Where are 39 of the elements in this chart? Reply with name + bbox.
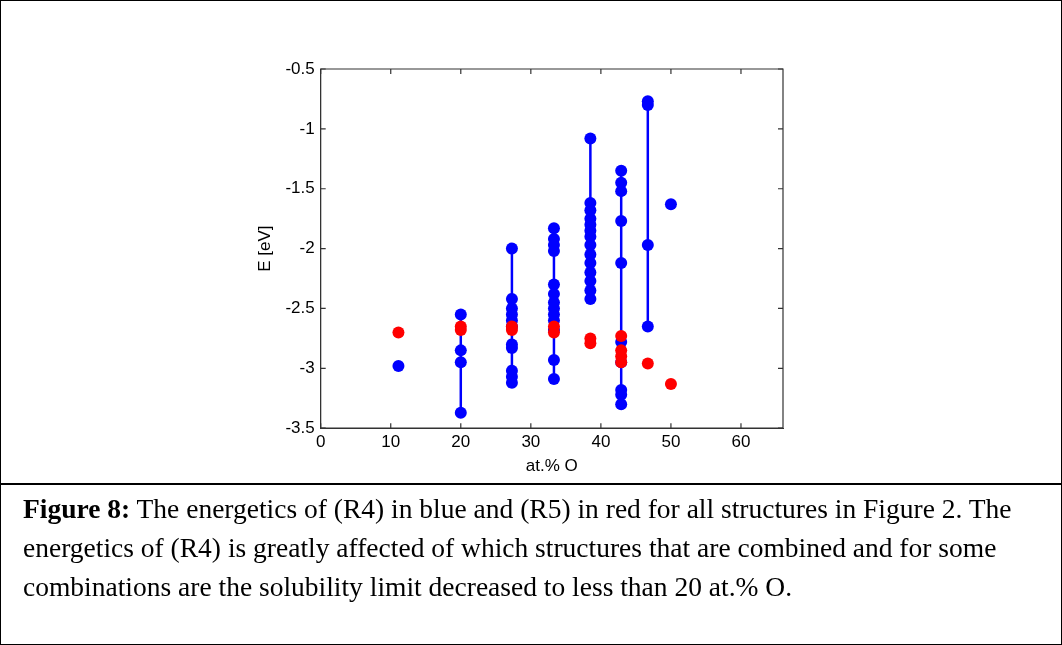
y-axis-title: E [eV] [254,225,274,272]
point [584,132,597,145]
point [392,359,405,372]
x-tick-label: 60 [731,432,751,452]
point [454,406,467,419]
x-tick-label: 20 [451,432,471,452]
point [641,320,654,333]
y-tick-label: -2.5 [285,298,315,318]
point [615,256,628,269]
point [615,330,628,343]
caption: Figure 8: The energetics of (R4) in blue and (R5) in red for all structures in Figure 2. The energetics of (R4) is greatly affected of which structures that are combined and for some combinations are the solubility limit decreased to less than 20 at.% O. [23,492,1013,604]
x-tick-label: 0 [315,432,326,452]
x-tick-label: 50 [661,432,681,452]
point [664,377,677,390]
point [615,398,628,411]
y-tick-label: -0.5 [285,58,315,78]
x-tick-label: 10 [381,432,401,452]
point [615,164,628,177]
x-tick-label: 30 [521,432,541,452]
y-tick-label: -3 [299,358,315,378]
point [615,215,628,228]
point [454,344,467,357]
point [454,356,467,369]
point [547,353,560,366]
x-tick-label: 40 [591,432,611,452]
y-tick-label: -1 [299,118,315,138]
y-tick-label: -3.5 [285,417,315,437]
y-tick-label: -2 [299,238,315,258]
point [505,292,518,305]
point [547,222,560,235]
point [454,308,467,321]
point [641,357,654,370]
point [505,242,518,255]
point [392,326,405,339]
x-axis-title: at.% O [525,456,578,476]
point [641,239,654,252]
point [664,198,677,211]
point [547,373,560,386]
y-tick-label: -1.5 [285,178,315,198]
